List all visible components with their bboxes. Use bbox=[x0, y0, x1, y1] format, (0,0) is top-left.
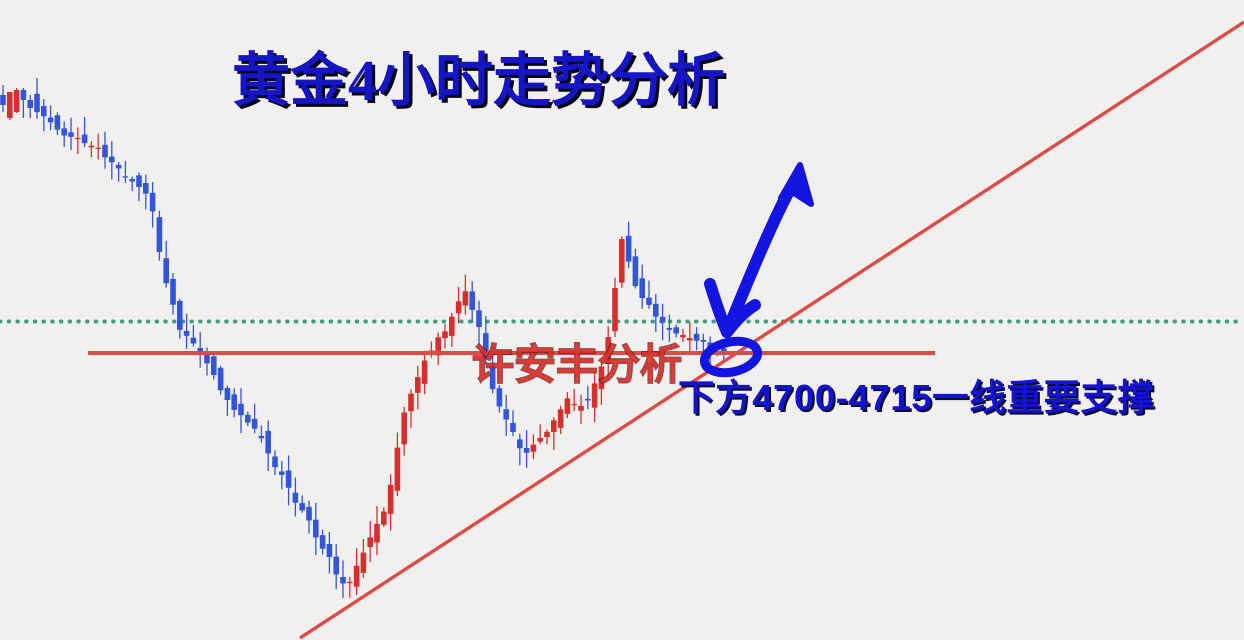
svg-text:下方4700-4715一线重要支撑: 下方4700-4715一线重要支撑 bbox=[678, 377, 1155, 418]
svg-text:黄金4小时走势分析: 黄金4小时走势分析 bbox=[232, 48, 725, 113]
svg-text:许安丰分析: 许安丰分析 bbox=[472, 341, 682, 388]
